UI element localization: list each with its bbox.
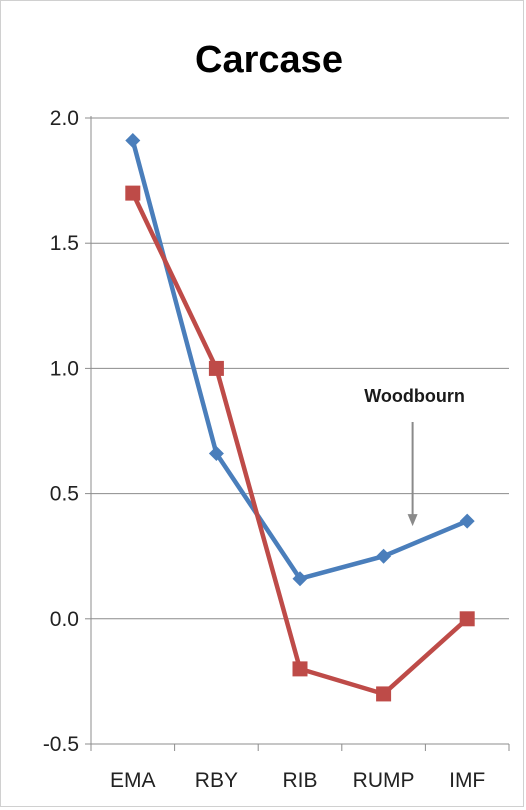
- series-layer: [125, 133, 475, 702]
- y-tick-label: 2.0: [50, 107, 79, 130]
- x-tick-label: RBY: [195, 769, 238, 792]
- annotation-layer: Woodbourn: [364, 386, 465, 527]
- series-1-point: [459, 513, 475, 529]
- gridlines: [91, 117, 509, 620]
- series-2-point: [208, 360, 224, 376]
- series-2-point: [376, 686, 392, 702]
- y-tick-label: 1.0: [50, 357, 79, 380]
- series-2-point: [292, 661, 308, 677]
- x-tick-label: EMA: [110, 769, 156, 792]
- x-tick-label: RUMP: [353, 769, 415, 792]
- series-1-point: [376, 548, 392, 564]
- x-tick-label: RIB: [282, 769, 317, 792]
- annotation-arrow-head: [407, 514, 418, 527]
- y-tick-label: 1.5: [50, 232, 79, 255]
- x-tick-labels: EMA RBY RIB RUMP IMF: [110, 769, 485, 792]
- chart-title: Carcase: [195, 39, 343, 81]
- y-tick-labels: 2.0 1.5 1.0 0.5 0.0 -0.5: [43, 107, 79, 756]
- series-1-point: [292, 571, 308, 587]
- x-tick-label: IMF: [449, 769, 485, 792]
- series-2-point: [125, 185, 141, 201]
- annotation-label: Woodbourn: [364, 386, 465, 406]
- y-tick-label: -0.5: [43, 733, 79, 756]
- series-2-point: [459, 611, 475, 627]
- axes: [85, 116, 510, 751]
- y-tick-label: 0.0: [50, 608, 79, 631]
- series-1-point: [208, 446, 224, 462]
- y-tick-label: 0.5: [50, 483, 79, 506]
- series-1-line: [130, 138, 470, 581]
- series-1-point: [125, 133, 141, 149]
